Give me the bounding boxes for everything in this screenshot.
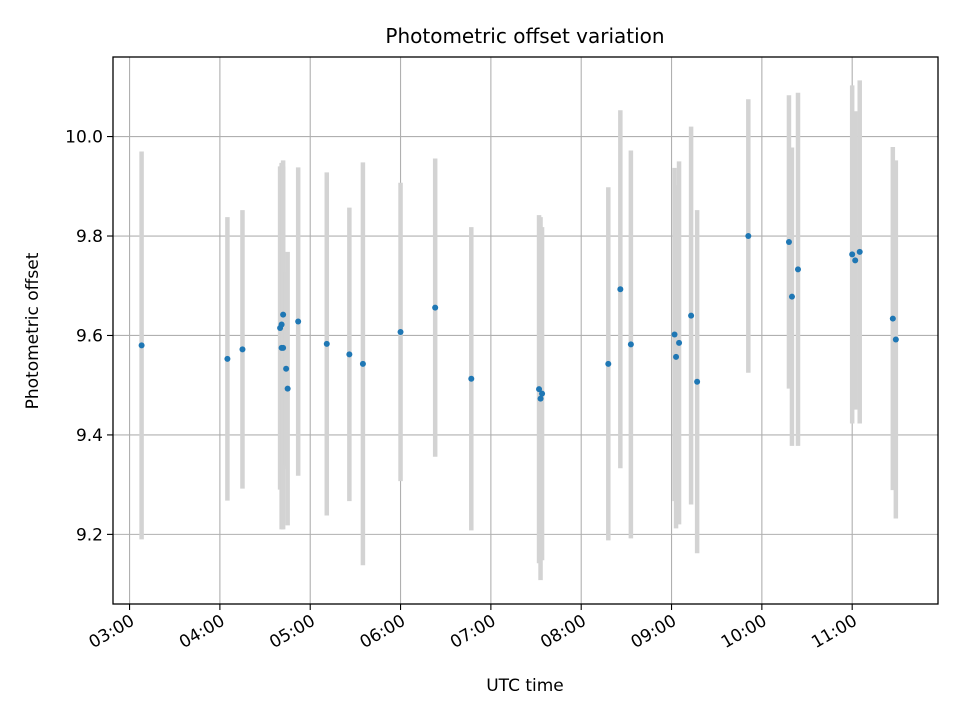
- data-point: [280, 344, 287, 351]
- y-tick-label: 9.4: [76, 426, 103, 446]
- x-axis-label: UTC time: [486, 676, 564, 696]
- data-point: [671, 331, 678, 338]
- y-tick-label: 10.0: [65, 128, 103, 148]
- data-point: [280, 311, 287, 318]
- y-tick-label: 9.6: [76, 326, 103, 346]
- data-point: [278, 321, 285, 328]
- data-point: [432, 304, 439, 311]
- data-point: [468, 375, 475, 382]
- data-point: [617, 286, 624, 293]
- data-point: [359, 360, 366, 367]
- point-layer: [138, 233, 899, 402]
- grid-layer: [113, 57, 938, 604]
- data-point: [323, 340, 330, 347]
- data-point: [346, 351, 353, 358]
- data-point: [788, 293, 795, 300]
- data-point: [856, 248, 863, 255]
- data-point: [694, 378, 701, 385]
- y-tick-label: 9.8: [76, 227, 103, 247]
- data-point: [852, 257, 859, 264]
- data-point: [745, 233, 752, 240]
- data-point: [785, 238, 792, 245]
- data-point: [627, 341, 634, 348]
- data-point: [676, 339, 683, 346]
- data-point: [849, 251, 856, 258]
- data-point: [889, 315, 896, 322]
- data-point: [239, 346, 246, 353]
- data-point: [892, 336, 899, 343]
- data-point: [539, 390, 546, 397]
- plot-area-frame: [112, 56, 939, 605]
- y-axis-label: Photometric offset: [23, 252, 43, 409]
- data-point: [284, 385, 291, 392]
- data-point: [537, 395, 544, 402]
- data-point: [794, 266, 801, 273]
- data-point: [605, 360, 612, 367]
- data-point: [138, 342, 145, 349]
- y-tick-label: 9.2: [76, 525, 103, 545]
- chart-title: Photometric offset variation: [385, 24, 664, 48]
- data-point: [536, 386, 543, 393]
- data-point: [688, 312, 695, 319]
- data-point: [397, 328, 404, 335]
- data-point: [224, 355, 231, 362]
- data-point: [673, 353, 680, 360]
- data-point: [295, 318, 302, 325]
- data-point: [283, 365, 290, 372]
